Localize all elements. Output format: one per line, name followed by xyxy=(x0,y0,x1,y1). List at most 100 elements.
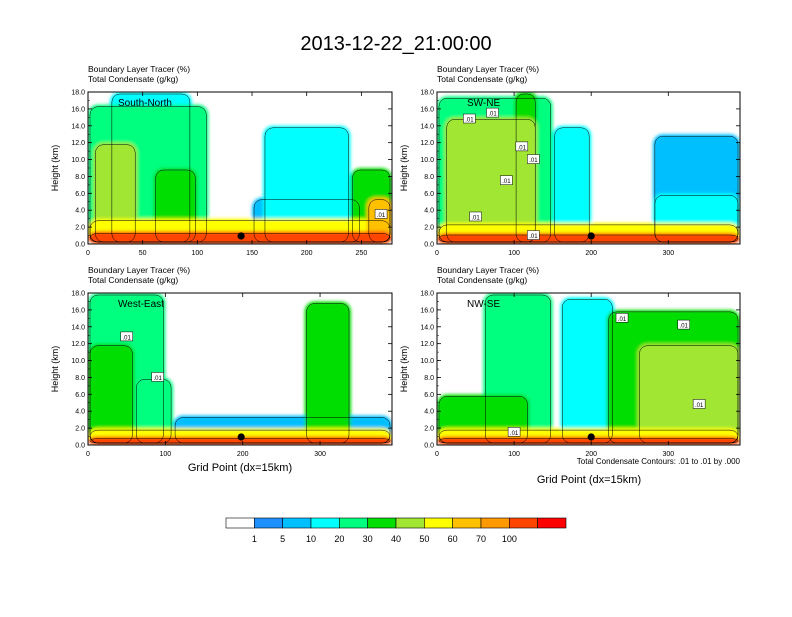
contour-label-box xyxy=(486,107,499,118)
contour-label-text: .01 xyxy=(529,234,538,240)
contour-label: .01 xyxy=(463,113,476,124)
y-axis-label: Height (km) xyxy=(50,145,60,192)
colorbar-label: 70 xyxy=(476,534,486,544)
panel-west-east: West-East Boundary Layer Tracer (%)Total … xyxy=(50,265,393,458)
contour-label: .01 xyxy=(515,141,529,151)
y-tick-label: 12.0 xyxy=(420,140,434,147)
x-tick-label: 100 xyxy=(160,451,172,458)
contour-label-text: .01 xyxy=(618,317,627,323)
x-tick-label: 0 xyxy=(86,250,90,257)
colorbar-swatch xyxy=(424,517,453,529)
y-tick-label: 16.0 xyxy=(420,106,434,113)
x-tick-label: 300 xyxy=(314,451,326,458)
colorbar-label: 5 xyxy=(280,534,285,544)
y-tick-label: 8.0 xyxy=(75,174,85,181)
contour-label-text: .01 xyxy=(695,403,704,409)
y-tick-label: 0.0 xyxy=(75,443,85,450)
contour-label-box xyxy=(120,331,133,342)
y-tick-label: 2.0 xyxy=(75,426,85,433)
panel-south-north: South-North Boundary Layer Tracer (%)Tota… xyxy=(50,64,393,257)
colorbar-swatch xyxy=(367,517,397,529)
y-tick-label: 18.0 xyxy=(71,291,85,298)
contour-label-box xyxy=(151,372,164,382)
y-tick-label: 8.0 xyxy=(424,375,434,382)
y-tick-label: 10.0 xyxy=(420,157,434,164)
x-tick-label: 100 xyxy=(192,250,204,257)
panel-sw-ne: SW-NE Boundary Layer Tracer (%)Total Cond… xyxy=(399,64,741,257)
contour-label-text: .01 xyxy=(529,158,538,164)
colorbar-label: 30 xyxy=(363,534,373,544)
y-tick-label: 8.0 xyxy=(75,375,85,382)
tracer-field xyxy=(437,293,740,445)
y-tick-label: 12.0 xyxy=(420,341,434,348)
contour-label: .01 xyxy=(527,230,540,240)
contour-label-text: .01 xyxy=(518,145,527,151)
contour-label: .01 xyxy=(120,331,133,342)
panel-title-line2: Total Condensate (g/kg) xyxy=(437,74,527,84)
panel-title-line1: Boundary Layer Tracer (%) xyxy=(437,64,539,74)
x-tick-label: 0 xyxy=(435,451,439,458)
y-tick-label: 0.0 xyxy=(424,242,434,249)
tracer-region xyxy=(444,117,538,244)
colorbar-label: 40 xyxy=(391,534,401,544)
colorbar-swatch xyxy=(452,517,482,529)
tracer-shading xyxy=(88,92,392,244)
location-marker xyxy=(237,232,245,240)
contour-label: .01 xyxy=(486,107,499,118)
x-tick-label: 0 xyxy=(435,250,439,257)
contour-label-text: .01 xyxy=(680,324,689,330)
colorbar-label: 100 xyxy=(502,534,517,544)
panel-label: West-East xyxy=(118,299,164,310)
colorbar-swatch xyxy=(254,517,283,529)
tracer-region xyxy=(437,233,740,244)
y-tick-label: 10.0 xyxy=(71,157,85,164)
y-axis-label: Height (km) xyxy=(399,346,409,393)
x-tick-label: 150 xyxy=(246,250,258,257)
tracer-region xyxy=(552,125,592,244)
tracer-region xyxy=(637,343,740,445)
y-tick-label: 18.0 xyxy=(420,291,434,298)
y-tick-label: 12.0 xyxy=(71,140,85,147)
x-tick-label: 50 xyxy=(139,250,147,257)
contour-label-text: .01 xyxy=(377,213,386,219)
x-tick-label: 250 xyxy=(356,250,368,257)
contour-label: .01 xyxy=(500,175,513,185)
colorbar-swatch xyxy=(339,517,368,529)
panel-nw-se: NW-SE Boundary Layer Tracer (%)Total Cond… xyxy=(399,265,741,458)
tracer-field xyxy=(88,92,392,244)
colorbar: 1 5 10 20 30 40 50 60 70 100 xyxy=(225,517,567,544)
colorbar-label: 60 xyxy=(448,534,458,544)
y-tick-label: 14.0 xyxy=(71,123,85,130)
contour-label-text: .01 xyxy=(153,376,162,382)
contour-label-text: .01 xyxy=(471,215,480,221)
y-tick-label: 4.0 xyxy=(424,409,434,416)
contour-label-box xyxy=(527,230,540,240)
y-tick-label: 6.0 xyxy=(75,392,85,399)
x-tick-label: 100 xyxy=(508,451,520,458)
x-tick-label: 200 xyxy=(301,250,313,257)
tracer-shading xyxy=(437,293,740,445)
y-tick-label: 10.0 xyxy=(420,358,434,365)
contour-label-text: .01 xyxy=(488,112,497,118)
y-tick-label: 12.0 xyxy=(71,341,85,348)
y-tick-label: 16.0 xyxy=(420,307,434,314)
x-axis-label-right: Grid Point (dx=15km) xyxy=(537,474,641,486)
tracer-field xyxy=(437,92,740,244)
y-tick-label: 6.0 xyxy=(424,392,434,399)
contour-label: .01 xyxy=(151,372,164,382)
contour-label-text: .01 xyxy=(510,431,519,437)
x-tick-label: 0 xyxy=(86,451,90,458)
contour-label-box xyxy=(692,399,706,409)
tracer-region xyxy=(88,343,135,445)
y-tick-label: 18.0 xyxy=(420,90,434,97)
colorbar-swatch xyxy=(310,517,340,529)
tracer-region xyxy=(304,301,352,445)
colorbar-swatch xyxy=(537,517,567,529)
colorbar-label: 1 xyxy=(252,534,257,544)
y-tick-label: 0.0 xyxy=(75,242,85,249)
y-tick-label: 10.0 xyxy=(71,358,85,365)
contour-label-box xyxy=(374,209,388,219)
y-tick-label: 16.0 xyxy=(71,106,85,113)
